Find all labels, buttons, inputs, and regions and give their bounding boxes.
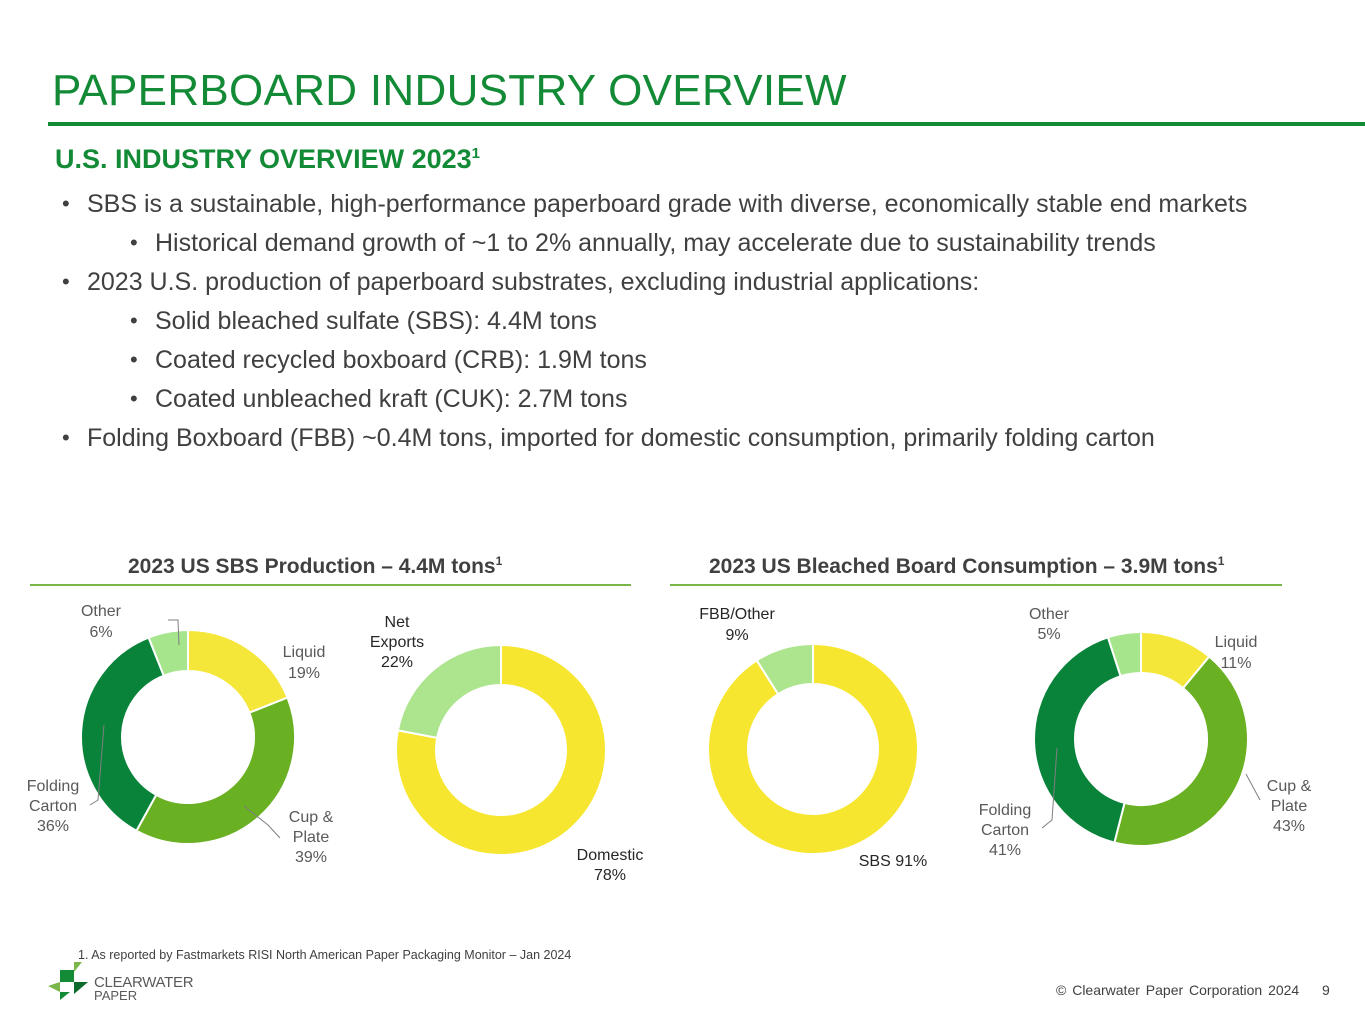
leader-line <box>1245 773 1261 801</box>
donut-slice-liquid <box>187 628 289 715</box>
chart-title-divider <box>30 584 631 586</box>
chart-title-footnote-ref: 1 <box>1217 554 1225 568</box>
label-other: Other <box>1029 606 1070 623</box>
label-liquid-pct: 19% <box>288 665 320 682</box>
label-net-exports: Net <box>385 614 410 631</box>
sub-bullet-item: • Historical demand growth of ~1 to 2% an… <box>60 225 1360 264</box>
copyright: © Clearwater Paper Corporation 2024 <box>1056 982 1300 998</box>
chart-title-text: 2023 US SBS Production – 4.4M tons <box>128 555 496 578</box>
label-liquid-pct: 11% <box>1221 655 1252 672</box>
label-liquid: Liquid <box>283 644 326 661</box>
bullet-dot: • <box>130 386 138 411</box>
label-cup-plate: Cup & <box>289 809 334 826</box>
label-domestic: Domestic <box>577 847 644 864</box>
chart-title-footnote-ref: 1 <box>495 554 503 568</box>
chart-title-divider <box>670 584 1282 586</box>
label-cup-plate-2: Plate <box>1271 798 1308 815</box>
label-cup-plate-pct: 43% <box>1273 818 1305 835</box>
leader-line <box>1041 747 1058 829</box>
bullet-dot: • <box>130 347 138 372</box>
donut-slice-net-exports <box>396 643 502 739</box>
donut-slice-domestic <box>395 643 607 856</box>
donut-slice-fbb-other <box>755 642 814 696</box>
label-folding-carton-2: Carton <box>981 822 1029 839</box>
label-net-exports-2: Exports <box>370 634 424 651</box>
donut-slice-folding-carton <box>1033 635 1126 844</box>
bullet-text: Solid bleached sulfate (SBS): 4.4M tons <box>155 307 597 335</box>
label-folding-carton-pct: 41% <box>989 842 1021 859</box>
label-cup-plate-2: Plate <box>293 829 330 846</box>
bullet-dot: • <box>62 269 70 294</box>
subtitle-footnote-ref: 1 <box>471 145 480 162</box>
donut-slice-folding-carton <box>80 636 166 833</box>
bullet-dot: • <box>130 308 138 333</box>
subtitle-text: U.S. INDUSTRY OVERVIEW 2023 <box>55 144 472 174</box>
bullet-text: 2023 U.S. production of paperboard subst… <box>87 268 980 296</box>
bullet-text: Folding Boxboard (FBB) ~0.4M tons, impor… <box>87 424 1155 452</box>
bullet-dot: • <box>62 425 70 450</box>
label-other-pct: 5% <box>1037 626 1060 643</box>
bullet-text: Coated unbleached kraft (CUK): 2.7M tons <box>155 385 628 413</box>
sub-bullet-item: • Coated recycled boxboard (CRB): 1.9M to… <box>60 342 1360 381</box>
logo-text-line2: PAPER <box>94 988 137 1003</box>
label-cup-plate: Cup & <box>1267 778 1312 795</box>
leader-line <box>89 724 105 806</box>
chart-labels: Other 6% Liquid 19% Cup & Plate 39% Fold… <box>27 603 1312 884</box>
bullet-dot: • <box>62 191 70 216</box>
label-net-exports-pct: 22% <box>381 654 413 671</box>
logo-text-line1: CLEARWATER <box>94 974 194 991</box>
donut-slice-other <box>1106 630 1142 678</box>
chart-title-text: 2023 US Bleached Board Consumption – 3.9… <box>709 555 1218 578</box>
sbs-production-chart-title: 2023 US SBS Production – 4.4M tons1 <box>128 554 502 579</box>
leader-lines <box>89 619 1261 839</box>
logo-mark-piece <box>60 992 70 1000</box>
bullet-text: Historical demand growth of ~1 to 2% ann… <box>155 229 1156 257</box>
logo-mark-piece <box>74 962 82 972</box>
donut-slice-other <box>147 628 189 677</box>
logo-mark-piece <box>48 982 60 992</box>
page-title: PAPERBOARD INDUSTRY OVERVIEW <box>52 66 847 115</box>
sub-bullet-item: • Solid bleached sulfate (SBS): 4.4M tons <box>60 303 1360 342</box>
label-fbb-other: FBB/Other <box>699 606 775 623</box>
donut-slices <box>80 628 1249 856</box>
logo-mark-piece <box>60 970 74 982</box>
donut-slice-cup-plate <box>1113 655 1249 847</box>
label-domestic-pct: 78% <box>594 867 626 884</box>
bullet-list: • SBS is a sustainable, high-performance … <box>60 186 1360 459</box>
bullet-dot: • <box>130 230 138 255</box>
sub-bullet-item: • Coated unbleached kraft (CUK): 2.7M ton… <box>60 381 1360 420</box>
label-cup-plate-pct: 39% <box>295 849 327 866</box>
label-fbb-other-pct: 9% <box>725 627 748 644</box>
leader-line <box>168 619 180 646</box>
label-folding-carton-2: Carton <box>29 798 77 815</box>
section-subtitle: U.S. INDUSTRY OVERVIEW 20231 <box>55 144 480 175</box>
label-other: Other <box>81 603 122 620</box>
page-number: 9 <box>1322 982 1330 998</box>
bleached-board-chart-title: 2023 US Bleached Board Consumption – 3.9… <box>709 554 1224 579</box>
leader-line <box>243 805 281 839</box>
title-divider <box>48 122 1365 126</box>
label-folding-carton: Folding <box>27 778 79 795</box>
bullet-text: SBS is a sustainable, high-performance p… <box>87 190 1248 218</box>
label-sbs: SBS 91% <box>859 853 927 870</box>
label-folding-carton: Folding <box>979 802 1031 819</box>
donut-slice-cup-plate <box>135 696 296 845</box>
bullet-item: • SBS is a sustainable, high-performance … <box>60 186 1360 225</box>
label-folding-carton-pct: 36% <box>37 818 69 835</box>
label-liquid: Liquid <box>1215 634 1258 651</box>
footnote: 1. As reported by Fastmarkets RISI North… <box>78 948 572 962</box>
bullet-text: Coated recycled boxboard (CRB): 1.9M ton… <box>155 346 647 374</box>
logo-mark-piece <box>74 982 88 994</box>
clearwater-paper-logo: CLEARWATER PAPER <box>48 962 194 1003</box>
bullet-item: • Folding Boxboard (FBB) ~0.4M tons, impo… <box>60 420 1360 459</box>
donut-slice-sbs <box>707 642 919 855</box>
label-other-pct: 6% <box>89 624 112 641</box>
bullet-item: • 2023 U.S. production of paperboard subs… <box>60 264 1360 303</box>
